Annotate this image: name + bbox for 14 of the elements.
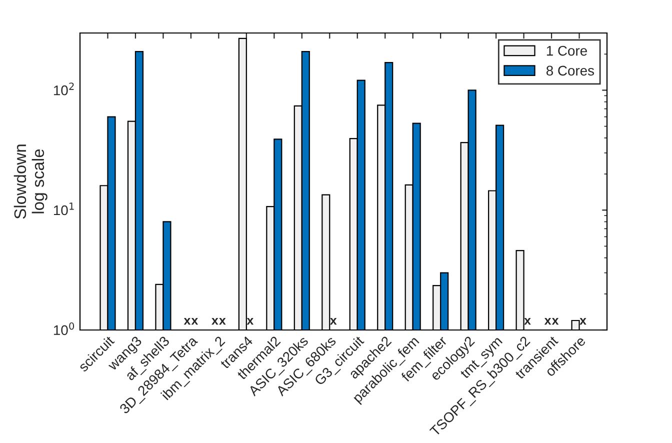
legend-label: 1 Core [546,46,587,56]
annotation: x [246,318,254,325]
annotation: x [184,318,191,325]
legend-label: 8 Cores [546,66,594,76]
y-axis-title: Slowdown log scale [14,144,48,219]
y-tick-label: 10$^{2}$ [54,82,74,96]
annotation: x [219,318,226,325]
annotation: x [330,318,337,325]
annotation: x [544,318,552,325]
annotation: x [552,318,559,325]
annotation: x [191,318,198,325]
y-tick-label: 10$^{0}$ [54,322,74,336]
y-tick-label: 10$^{1}$ [54,202,74,216]
annotation: x [212,318,218,325]
